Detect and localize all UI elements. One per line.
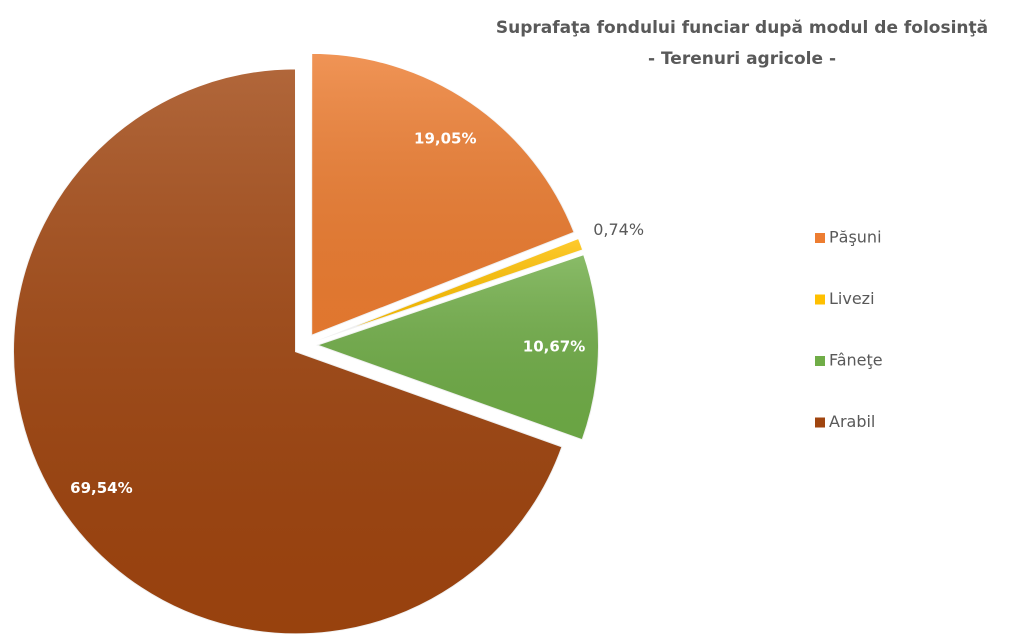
slice-shade — [315, 237, 584, 342]
slice-shade — [311, 52, 575, 336]
chart-subtitle: - Terenuri agricole - — [648, 49, 836, 69]
data-label: 69,54% — [70, 479, 132, 497]
legend-swatch — [815, 294, 825, 305]
legend-label: Arabil — [829, 412, 875, 431]
data-label: 10,67% — [523, 337, 585, 355]
legend-swatch — [815, 417, 825, 428]
legend-swatch — [815, 233, 825, 243]
legend-label: Fâneţe — [829, 351, 883, 370]
slice-shade — [13, 68, 563, 634]
slice-shade — [315, 254, 599, 441]
legend-swatch — [815, 356, 825, 366]
chart-title: Suprafaţa fondului funciar după modul de… — [496, 18, 988, 38]
data-label: 19,05% — [414, 130, 476, 148]
legend-label: Livezi — [829, 289, 875, 308]
data-label: 0,74% — [593, 220, 644, 239]
legend-label: Păşuni — [829, 228, 882, 247]
